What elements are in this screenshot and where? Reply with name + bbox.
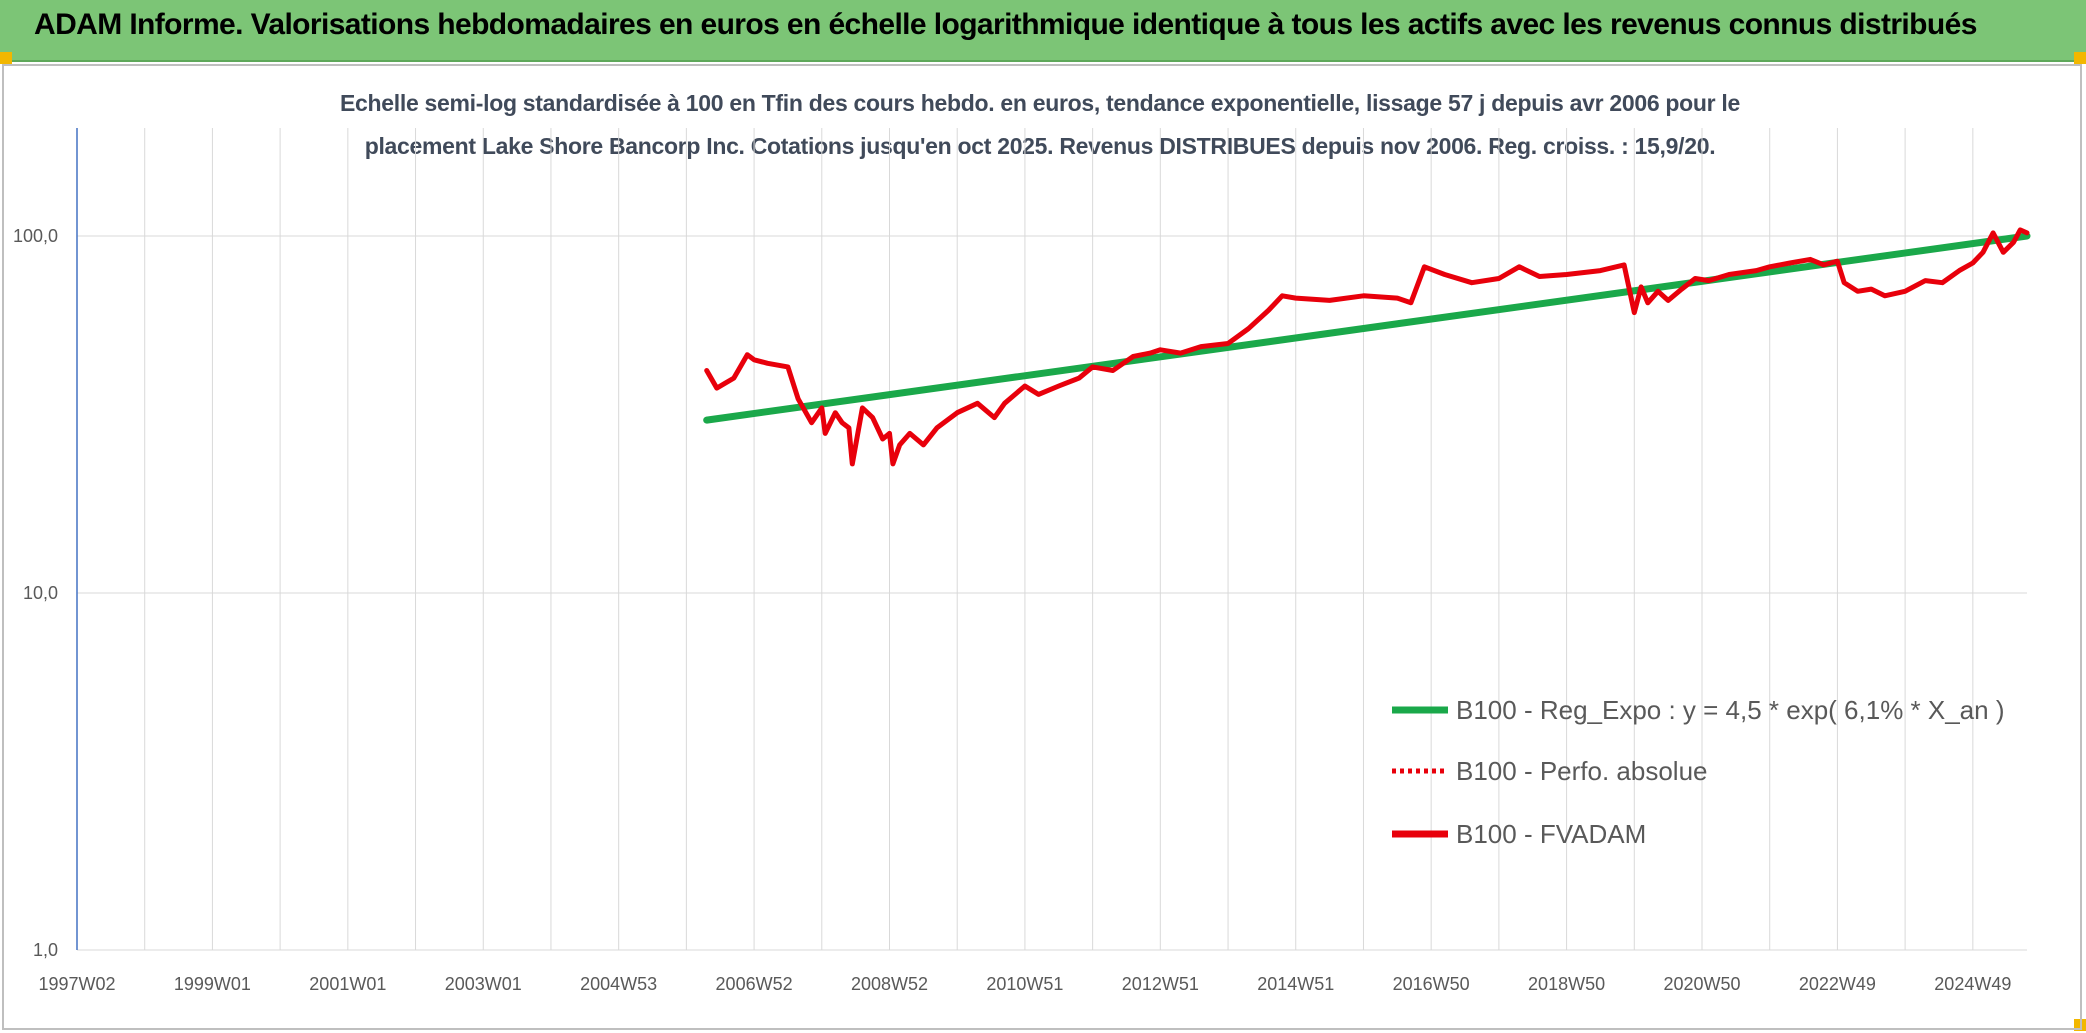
- x-tick-label: 2022W49: [1799, 974, 1876, 994]
- x-tick-label: 2018W50: [1528, 974, 1605, 994]
- x-tick-label: 2014W51: [1257, 974, 1334, 994]
- report-title: ADAM Informe. Valorisations hebdomadaire…: [34, 8, 1977, 41]
- x-tick-label: 2020W50: [1663, 974, 1740, 994]
- y-gridlines: [77, 235, 2027, 951]
- y-tick-labels: 100,0 10,0 1,0: [13, 226, 58, 960]
- x-tick-label: 2016W50: [1393, 974, 1470, 994]
- legend-label-perfo: B100 - Perfo. absolue: [1456, 756, 1708, 786]
- x-tick-labels: 1997W02 1999W01 2001W01 2003W01 2004W53 2006W…: [38, 974, 2011, 994]
- x-tick-label: 1997W02: [38, 974, 115, 994]
- corner-marker-left: [0, 52, 12, 64]
- report-banner: ADAM Informe. Valorisations hebdomadaire…: [0, 0, 2086, 62]
- y-tick-label: 10,0: [23, 583, 58, 603]
- chart-title-line2: placement Lake Shore Bancorp Inc. Cotati…: [364, 133, 1716, 159]
- series-fvadam: [704, 227, 2030, 467]
- corner-marker-right: [2074, 52, 2086, 64]
- x-tick-label: 2004W53: [580, 974, 657, 994]
- x-tick-label: 1999W01: [174, 974, 251, 994]
- y-tick-label: 1,0: [33, 940, 58, 960]
- series-reg-expo: [703, 232, 2031, 424]
- x-tick-label: 2006W52: [716, 974, 793, 994]
- x-tick-label: 2003W01: [445, 974, 522, 994]
- chart-legend: B100 - Reg_Expo : y = 4,5 * exp( 6,1% * …: [1392, 695, 2005, 849]
- x-tick-label: 2010W51: [986, 974, 1063, 994]
- x-gridlines: [144, 128, 1974, 950]
- y-tick-label: 100,0: [13, 226, 58, 246]
- chart-frame: [2, 64, 2082, 1030]
- x-tick-label: 2024W49: [1934, 974, 2011, 994]
- legend-label-reg-expo: B100 - Reg_Expo : y = 4,5 * exp( 6,1% * …: [1456, 695, 2005, 725]
- chart-title-line1: Echelle semi-log standardisée à 100 en T…: [340, 90, 1740, 116]
- series-layer: [703, 227, 2031, 467]
- x-tick-label: 2008W52: [851, 974, 928, 994]
- legend-label-fvadam: B100 - FVADAM: [1456, 819, 1646, 849]
- x-tick-label: 2012W51: [1122, 974, 1199, 994]
- x-tick-label: 2001W01: [309, 974, 386, 994]
